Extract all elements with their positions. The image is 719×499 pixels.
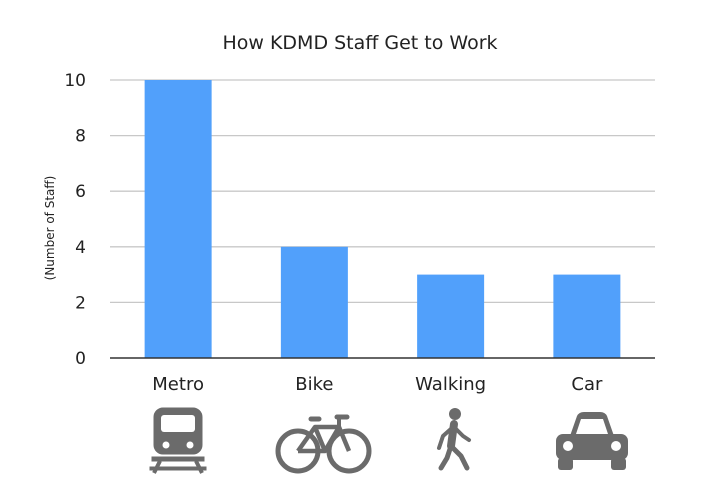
y-tick-label: 10 bbox=[64, 71, 86, 91]
y-tick-label: 4 bbox=[75, 238, 86, 258]
y-tick-label: 8 bbox=[75, 127, 86, 147]
x-tick-labels: Metro Bike Walking Car bbox=[152, 374, 603, 395]
y-tick-label: 0 bbox=[75, 349, 86, 369]
y-tick-labels: 0 2 4 6 8 10 bbox=[64, 71, 86, 369]
bar-bike bbox=[280, 246, 348, 358]
bar-metro bbox=[144, 80, 212, 358]
y-tick-label: 2 bbox=[75, 293, 86, 313]
bicycle-icon bbox=[275, 414, 372, 474]
bar-car bbox=[553, 274, 621, 358]
x-tick-label-walking: Walking bbox=[415, 374, 486, 395]
car-icon bbox=[556, 412, 628, 470]
y-axis-label: (Number of Staff) bbox=[43, 176, 57, 281]
pedestrian-icon bbox=[437, 408, 471, 471]
train-icon bbox=[149, 407, 207, 474]
x-tick-label-car: Car bbox=[571, 374, 603, 395]
chart-title: How KDMD Staff Get to Work bbox=[222, 32, 497, 54]
x-tick-label-metro: Metro bbox=[152, 374, 204, 395]
bars bbox=[144, 80, 621, 358]
x-tick-label-bike: Bike bbox=[295, 374, 333, 395]
y-tick-label: 6 bbox=[75, 182, 86, 202]
bar-walking bbox=[417, 274, 485, 358]
